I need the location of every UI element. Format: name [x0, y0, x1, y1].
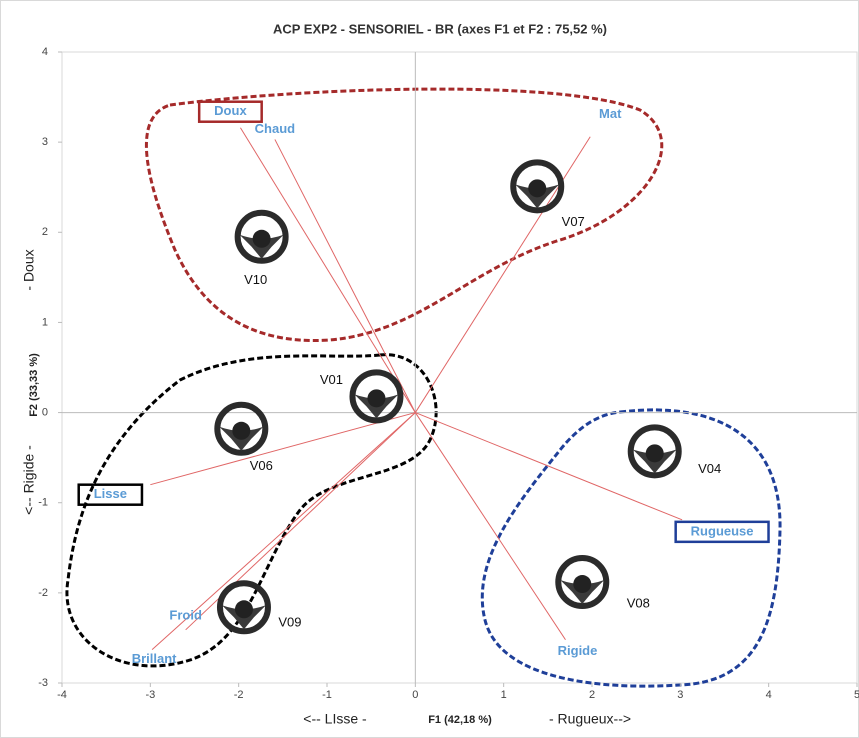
variable-label: Chaud — [255, 121, 296, 136]
y-tick-label: 3 — [42, 136, 48, 148]
variable-label: Doux — [214, 103, 247, 118]
x-tick-label: -1 — [322, 689, 332, 701]
chart-title: ACP EXP2 - SENSORIEL - BR (axes F1 et F2… — [273, 21, 607, 36]
y-tick-label: -1 — [38, 497, 48, 509]
wheel-rim — [627, 424, 682, 479]
label-box — [77, 483, 144, 506]
wheel-rim — [349, 369, 404, 424]
variable-label: Rigide — [558, 643, 598, 658]
observation-label: V08 — [627, 595, 650, 610]
observation — [349, 369, 404, 424]
observation — [510, 159, 565, 214]
variable-label: Lisse — [94, 486, 127, 501]
loading-vector — [274, 139, 416, 413]
x-tick-label: 2 — [589, 689, 595, 701]
observation-label: V10 — [244, 272, 267, 287]
loading-vector — [151, 412, 416, 651]
wheel-rim — [234, 209, 289, 264]
x-tick-label: 3 — [677, 689, 683, 701]
variable-label: Brillant — [132, 651, 177, 666]
variable-label: Mat — [599, 106, 622, 121]
y-tick-label: 1 — [42, 316, 48, 328]
x-axis-label: <-- LIsse - — [303, 711, 367, 727]
observation — [555, 555, 610, 610]
x-tick-label: -2 — [234, 689, 244, 701]
wheel-rim — [555, 555, 610, 610]
x-tick-label: 1 — [501, 689, 507, 701]
y-axis-label: <-- Rigide - — [21, 445, 37, 515]
label-box — [674, 520, 770, 544]
y-tick-label: 2 — [42, 226, 48, 238]
x-axis-label: F1 (42,18 %) — [428, 714, 492, 726]
y-axis-label: F2 (33,33 %) — [28, 353, 40, 417]
wheel-hub — [367, 389, 386, 408]
observation-label: V09 — [278, 615, 301, 630]
wheel-hub — [232, 421, 251, 440]
x-tick-label: 0 — [412, 689, 418, 701]
wheel-hub — [252, 229, 271, 248]
plot-area — [61, 51, 858, 684]
loading-vector — [415, 412, 683, 521]
variable-label: Rugueuse — [691, 523, 754, 538]
y-axis-label: - Doux — [21, 249, 37, 290]
x-tick-label: -3 — [145, 689, 155, 701]
loading-vector — [150, 412, 416, 486]
wheel-hub — [573, 575, 592, 594]
wheel-hub — [528, 179, 547, 198]
group-outline — [65, 353, 438, 668]
observation-label: V07 — [562, 214, 585, 229]
observation — [234, 209, 289, 264]
y-tick-label: 4 — [42, 46, 48, 58]
group-outline — [480, 408, 782, 688]
x-tick-label: 4 — [766, 689, 772, 701]
observation-label: V01 — [320, 372, 343, 387]
loading-vector — [240, 127, 416, 413]
observation — [216, 580, 271, 635]
y-tick-label: -2 — [38, 587, 48, 599]
variable-label: Froid — [169, 607, 202, 622]
label-box — [197, 100, 263, 123]
x-tick-label: -4 — [57, 689, 67, 701]
observation — [214, 401, 269, 456]
loading-vector — [414, 412, 566, 641]
x-tick-label: 5 — [854, 689, 859, 701]
observation — [627, 424, 682, 479]
y-tick-label: 0 — [42, 406, 48, 418]
y-tick-label: -3 — [38, 677, 48, 689]
observation-label: V06 — [250, 458, 273, 473]
wheel-rim — [510, 159, 565, 214]
observation-label: V04 — [698, 461, 721, 476]
x-axis-label: - Rugueux--> — [549, 711, 631, 727]
group-outline — [144, 87, 664, 343]
wheel-hub — [645, 444, 664, 463]
wheel-rim — [214, 401, 269, 456]
wheel-rim — [216, 580, 271, 635]
wheel-hub — [234, 600, 253, 619]
